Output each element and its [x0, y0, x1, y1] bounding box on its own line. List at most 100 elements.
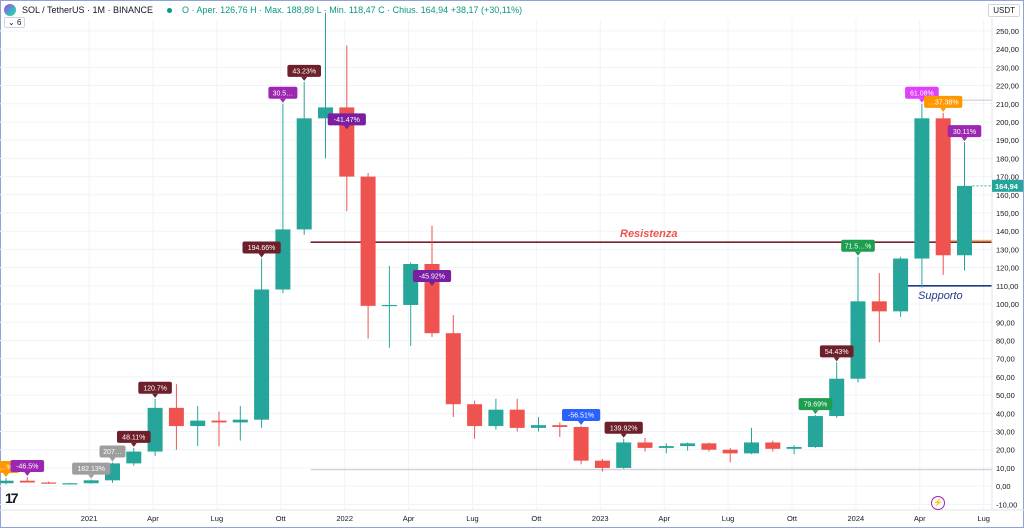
price-tick-label: 140,00 — [996, 227, 1019, 236]
price-tick-label: 130,00 — [996, 245, 1019, 254]
candle-body — [957, 185, 972, 256]
price-tick-label: 220,00 — [996, 82, 1019, 91]
percent-badge-text: -46.5% — [16, 464, 38, 471]
candle-body — [509, 409, 525, 428]
candle-body — [168, 407, 184, 427]
candle — [594, 458, 610, 472]
percent-badge-pointer — [301, 76, 308, 81]
price-tick-label: 180,00 — [996, 154, 1019, 163]
price-axis: 250,00 240,00 230,00 220,00 210,00 200,00 190,… — [996, 27, 1019, 509]
lightning-icon[interactable]: ⚡ — [931, 496, 945, 510]
candle-body — [62, 483, 78, 485]
percent-badge-pointer — [24, 472, 31, 477]
level-label-supporto: Supporto — [918, 290, 963, 302]
price-tick-label: 160,00 — [996, 191, 1019, 200]
candle-body — [850, 301, 866, 379]
candle — [509, 398, 525, 432]
percent-badge: -46.5% — [10, 460, 45, 477]
symbol-title: SOL / TetherUS · 1M · BINANCE — [22, 5, 154, 15]
tradingview-logo-icon[interactable]: 17 — [5, 490, 19, 506]
percent-badge: 61.08% — [905, 86, 939, 103]
percent-badge: 194.66% — [242, 241, 281, 258]
percent-badge-pointer — [279, 98, 286, 103]
price-tick-label: 210,00 — [996, 100, 1019, 109]
percent-badge-text: 30.11% — [953, 129, 976, 136]
candle — [168, 384, 184, 450]
candle — [232, 406, 248, 441]
candle-body — [232, 419, 248, 423]
candle-body — [488, 409, 504, 427]
candle-body — [573, 426, 589, 461]
percent-labels: …% -46.5% 182.13% 207…48.11% 120.7% 194.66% 30… — [0, 64, 982, 479]
candle-body — [381, 304, 397, 307]
candle-body — [83, 480, 99, 484]
candle — [126, 447, 142, 466]
candle — [531, 416, 546, 432]
candle — [0, 477, 14, 485]
price-tick-label: 250,00 — [996, 27, 1019, 36]
percent-badge: 54.43% — [819, 345, 854, 362]
percent-badge-pointer — [109, 457, 116, 462]
time-tick-label: Lug — [211, 514, 224, 523]
currency-label: USDT — [993, 6, 1015, 15]
percent-badge: 139.92% — [604, 421, 643, 438]
price-tick-label: 70,00 — [996, 355, 1015, 364]
time-axis: 2021 Apr Lug Ott 2022 Apr Lug Ott 2023 Apr Lug Ott 2… — [81, 514, 990, 523]
last-price-label: 164,94 — [995, 182, 1019, 191]
candle-body — [722, 449, 738, 454]
percent-badge-text: …37.38% — [928, 99, 959, 106]
time-tick-label: Lug — [977, 514, 990, 523]
percent-badge-box — [99, 445, 126, 458]
currency-selector[interactable]: USDT — [988, 4, 1020, 17]
percent-badge-text: 71.5…% — [845, 243, 872, 250]
candle — [701, 442, 717, 452]
candle — [957, 142, 972, 271]
percent-badge-pointer — [940, 107, 947, 112]
price-tick-label: 60,00 — [996, 373, 1015, 382]
percent-badge: 43.23% — [287, 64, 321, 81]
price-tick-label: 100,00 — [996, 300, 1019, 309]
candle-body — [744, 442, 759, 454]
candle — [190, 406, 206, 447]
percent-badge: 79.69% — [798, 398, 833, 415]
price-tick-label: 80,00 — [996, 336, 1015, 345]
candle — [786, 445, 802, 455]
candle — [360, 172, 376, 339]
candle-body — [254, 289, 270, 420]
percent-badge-box — [947, 125, 982, 138]
percent-badge-box — [562, 409, 601, 422]
percent-badge: -45.92% — [412, 270, 452, 286]
percent-badge: …37.38% — [924, 95, 963, 112]
candle-body — [41, 482, 57, 484]
percent-badge-text: 120.7% — [143, 385, 167, 392]
candle — [935, 112, 951, 275]
percent-badge-pointer — [833, 357, 840, 362]
candle-body — [914, 118, 930, 259]
percent-badge-box — [242, 241, 281, 254]
candle — [275, 103, 291, 294]
candle — [19, 477, 35, 483]
price-tick-label: 150,00 — [996, 209, 1019, 218]
percent-badge-text: -45.92% — [419, 274, 445, 281]
percent-badge-pointer — [620, 433, 627, 438]
indicators-collapse-button[interactable]: ⌄ 6 — [4, 17, 26, 28]
candle — [83, 479, 99, 484]
grid-lines — [0, 20, 992, 510]
candle-body — [360, 176, 376, 306]
candle-body — [807, 416, 823, 447]
candle — [41, 481, 57, 484]
candle — [381, 265, 397, 348]
price-tick-label: 10,00 — [996, 464, 1015, 473]
last-price-box — [992, 179, 1023, 192]
percent-badge-text: 182.13% — [77, 466, 105, 473]
price-tick-label: 50,00 — [996, 391, 1015, 400]
candles — [0, 12, 972, 485]
symbol-legend[interactable]: SOL / TetherUS · 1M · BINANCE O · Aper. … — [4, 3, 522, 17]
candle-body — [467, 404, 483, 427]
solana-coin-icon — [4, 4, 16, 16]
percent-badge-pointer — [961, 137, 968, 142]
percent-badge-pointer — [3, 472, 9, 477]
percent-badge: 207… — [99, 445, 126, 462]
candle-body — [552, 425, 568, 427]
